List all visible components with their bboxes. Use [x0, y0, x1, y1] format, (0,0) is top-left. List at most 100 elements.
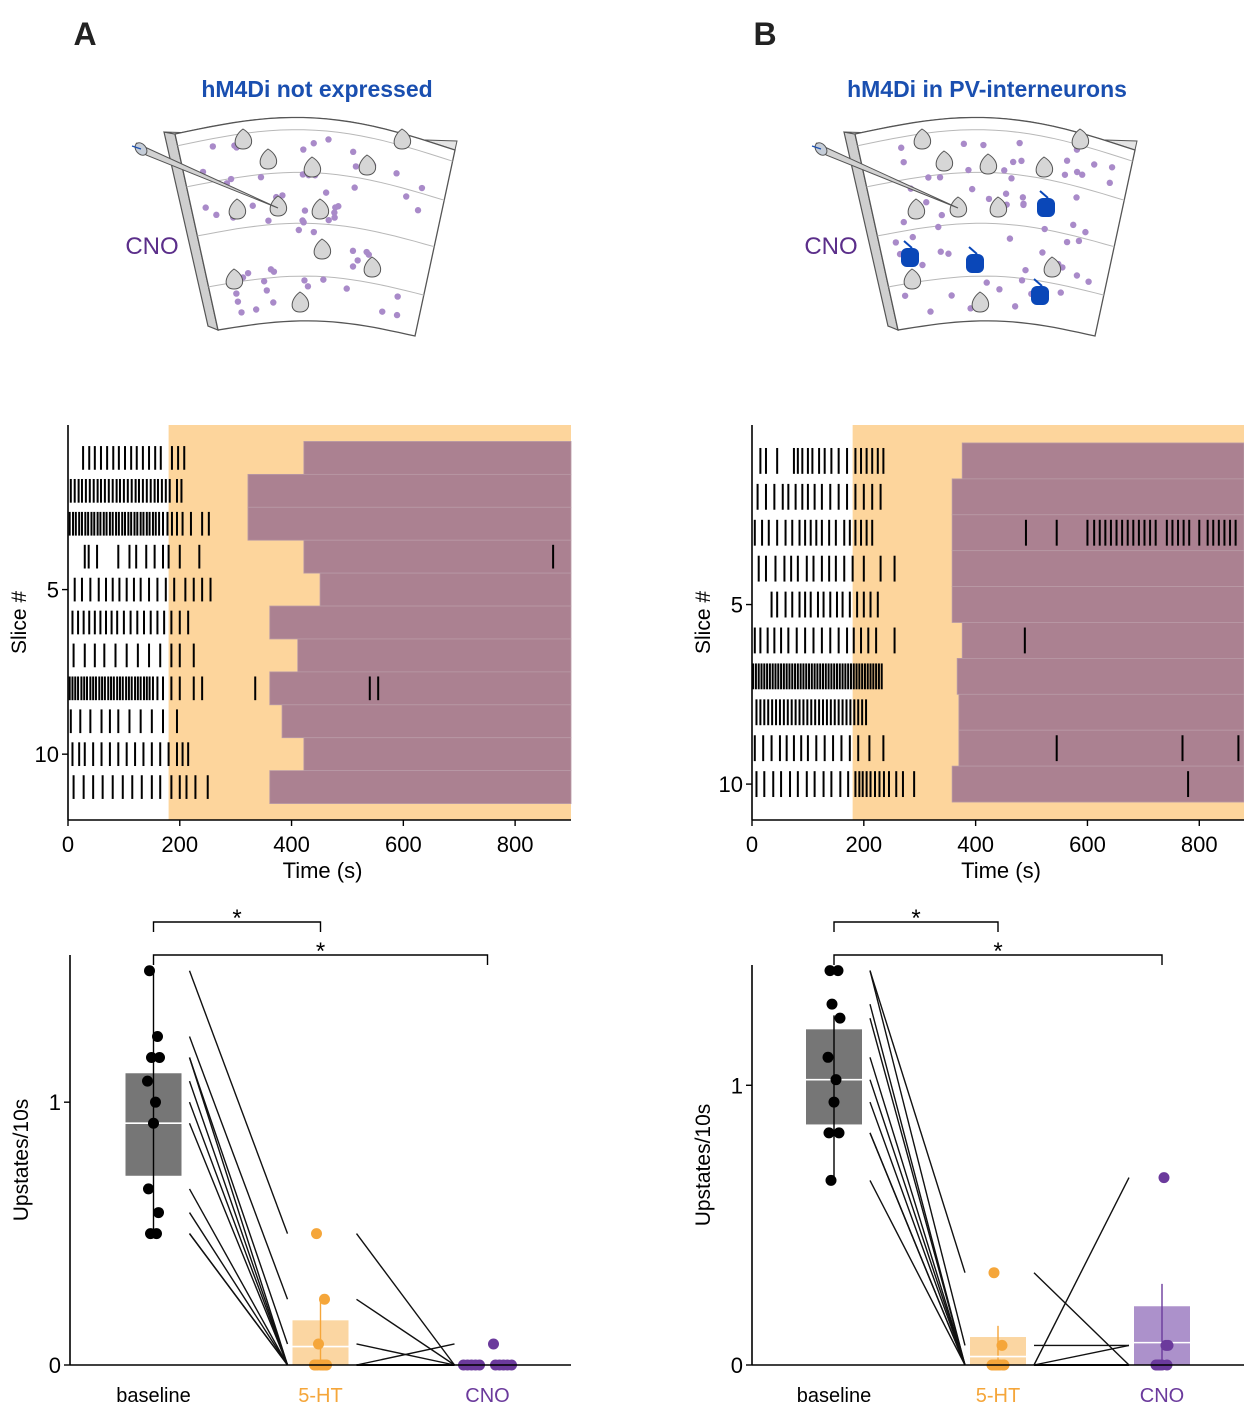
point: [142, 1076, 153, 1087]
point: [824, 1127, 835, 1138]
y-axis-label: Slice #: [692, 591, 715, 654]
point: [150, 1097, 161, 1108]
effect-band: [298, 639, 571, 672]
dot: [299, 217, 305, 223]
point: [144, 965, 155, 976]
pair-line: [1034, 1345, 1129, 1365]
page: A hM4Di not expressed B hM4Di in PV-inte…: [0, 0, 1244, 1405]
dot: [902, 293, 908, 299]
dot: [1064, 239, 1070, 245]
dot: [1062, 172, 1068, 178]
point: [143, 1183, 154, 1194]
dot: [213, 212, 219, 218]
panel-label: B: [753, 16, 776, 52]
dot: [1109, 164, 1115, 170]
dot: [265, 217, 271, 223]
point: [831, 1074, 842, 1085]
effect-band: [959, 694, 1244, 730]
point: [311, 1228, 322, 1239]
dot: [1058, 289, 1064, 295]
significance-label: *: [316, 938, 325, 965]
dot: [1012, 303, 1018, 309]
pv-cell: [1037, 198, 1055, 217]
y-tick-label: 5: [47, 578, 59, 603]
pair-line: [870, 1133, 965, 1365]
dot: [250, 203, 256, 209]
dot: [1001, 167, 1007, 173]
dot: [394, 312, 400, 318]
y-tick-label: 10: [719, 772, 743, 797]
point: [1159, 1172, 1170, 1183]
dot: [350, 263, 356, 269]
panel-label: A: [73, 16, 96, 52]
y-tick-label: 1: [49, 1090, 61, 1115]
x-axis-label: Time (s): [961, 858, 1041, 883]
dot: [350, 149, 356, 155]
y-axis-label: Upstates/10s: [692, 1104, 715, 1227]
dot: [1016, 140, 1022, 146]
dot: [261, 278, 267, 284]
point: [151, 1228, 162, 1239]
pair-line: [190, 1123, 288, 1365]
dot: [344, 285, 350, 291]
y-tick-label: 1: [731, 1073, 743, 1098]
dot: [938, 249, 944, 255]
dot: [969, 186, 975, 192]
effect-band: [962, 623, 1244, 659]
pv-cell: [901, 248, 919, 267]
dot: [379, 308, 385, 314]
point: [833, 965, 844, 976]
dot: [986, 196, 992, 202]
dot: [323, 189, 329, 195]
dot: [1076, 238, 1082, 244]
dot: [939, 212, 945, 218]
dot: [268, 266, 274, 272]
dot: [335, 203, 341, 209]
diagram-label: CNO: [804, 233, 857, 260]
dot: [1010, 159, 1016, 165]
dot: [984, 279, 990, 285]
dot: [403, 193, 409, 199]
effect-band: [270, 771, 571, 804]
effect-band: [952, 551, 1244, 587]
pair-line: [357, 1234, 455, 1365]
dot: [1070, 222, 1076, 228]
pair-line: [190, 1081, 288, 1365]
point: [835, 1013, 846, 1024]
y-axis-label: Upstates/10s: [10, 1099, 33, 1222]
x-tick-label: 800: [1181, 832, 1218, 857]
effect-band: [952, 766, 1244, 802]
dot: [898, 145, 904, 151]
effect-band: [270, 672, 571, 705]
dot: [363, 249, 369, 255]
dot: [1020, 194, 1026, 200]
y-tick-label: 0: [731, 1353, 743, 1378]
y-tick-label: 5: [731, 593, 743, 618]
dot: [325, 136, 331, 142]
effect-band: [304, 540, 571, 573]
significance-label: *: [911, 905, 920, 932]
effect-band: [959, 730, 1244, 766]
dot: [927, 308, 933, 314]
pair-line: [190, 1036, 288, 1299]
dot: [305, 283, 311, 289]
dot: [238, 309, 244, 315]
dot: [1079, 172, 1085, 178]
dot: [353, 163, 359, 169]
diagrams: [132, 118, 1137, 337]
effect-band: [320, 573, 571, 606]
pair-line: [1034, 1273, 1129, 1365]
effect-band: [248, 507, 571, 540]
point: [834, 1127, 845, 1138]
slice: [855, 118, 1135, 337]
point: [152, 1031, 163, 1042]
dot: [1020, 202, 1026, 208]
effect-band: [952, 479, 1244, 515]
diagram-label: CNO: [125, 233, 178, 260]
pv-cell: [1031, 286, 1049, 305]
pair-line: [190, 1102, 288, 1365]
point: [148, 1118, 159, 1129]
y-tick-label: 10: [35, 742, 59, 767]
x-tick-label: 200: [845, 832, 882, 857]
dot: [945, 251, 951, 257]
